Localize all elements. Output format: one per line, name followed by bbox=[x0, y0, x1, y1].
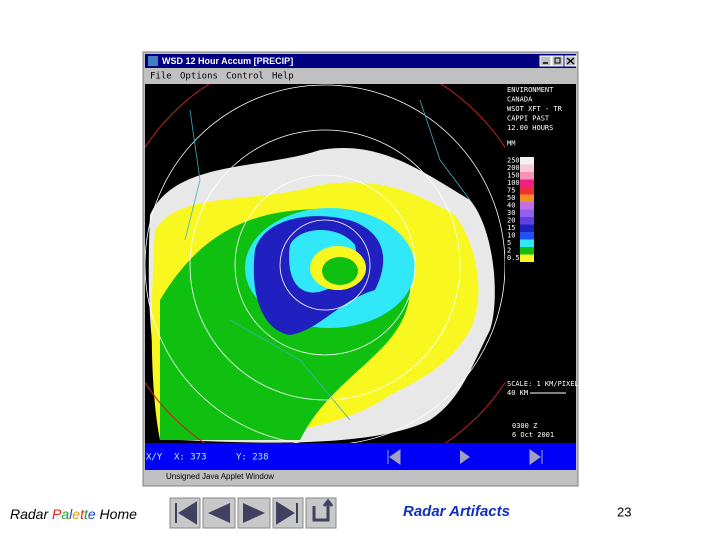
home-link-part: P bbox=[52, 506, 62, 522]
page-number: 23 bbox=[617, 504, 631, 519]
legend-label: 15 bbox=[507, 224, 515, 232]
menu-bar: File Options Control Help bbox=[150, 72, 294, 82]
legend-label: 10 bbox=[507, 232, 515, 240]
return-button[interactable] bbox=[305, 497, 337, 529]
panel-text: ENVIRONMENT bbox=[507, 86, 554, 94]
legend-label: 2 bbox=[507, 247, 511, 255]
legend-label: 50 bbox=[507, 194, 515, 202]
legend-label: 5 bbox=[507, 239, 511, 247]
legend-label: 0.5 bbox=[507, 254, 520, 262]
menu-item: Help bbox=[272, 72, 294, 82]
window-title: WSD 12 Hour Accum [PRECIP] bbox=[162, 56, 293, 66]
panel-text: CAPPI PAST bbox=[507, 115, 550, 123]
legend-label: 75 bbox=[507, 187, 515, 195]
legend-label: 100 bbox=[507, 179, 520, 187]
legend-swatch bbox=[520, 254, 534, 262]
time-text: 0300 Z bbox=[512, 422, 537, 430]
minimize[interactable] bbox=[539, 55, 552, 67]
legend-label: 40 bbox=[507, 202, 515, 210]
status-fields: X/Y X: 373 Y: 238 bbox=[146, 453, 269, 463]
home-link-part: t bbox=[84, 506, 89, 522]
time-text: 6 Oct 2001 bbox=[512, 431, 554, 439]
legend-swatch bbox=[520, 209, 534, 217]
window-buttons[interactable] bbox=[539, 55, 577, 67]
step-back[interactable] bbox=[387, 449, 401, 465]
status-field: X: 373 bbox=[174, 453, 207, 463]
legend-label: 30 bbox=[507, 209, 515, 217]
home-link-part: a bbox=[61, 506, 69, 522]
playback-buttons[interactable] bbox=[387, 449, 543, 465]
legend-label: 20 bbox=[507, 217, 515, 225]
menu-item: Control bbox=[226, 72, 264, 82]
status-field: X/Y bbox=[146, 453, 163, 463]
home-link-part: e bbox=[88, 506, 96, 522]
legend-swatch bbox=[520, 247, 534, 255]
legend-swatch bbox=[520, 157, 534, 165]
legend-swatch bbox=[520, 179, 534, 187]
artifacts-link[interactable]: Radar Artifacts bbox=[403, 503, 510, 520]
status-field: Y: 238 bbox=[236, 453, 269, 463]
maximize[interactable] bbox=[551, 55, 564, 67]
legend-swatch bbox=[520, 239, 534, 247]
legend-swatch bbox=[520, 224, 534, 232]
menu-item: File bbox=[150, 72, 172, 82]
scale-text: 40 KM bbox=[507, 389, 528, 397]
legend-label: 200 bbox=[507, 164, 520, 172]
legend-swatch bbox=[520, 202, 534, 210]
title-bar bbox=[145, 54, 576, 68]
panel-text: CANADA bbox=[507, 96, 533, 104]
scale-text: SCALE: 1 KM/PIXEL bbox=[507, 380, 579, 388]
menu-item: Options bbox=[180, 72, 218, 82]
home-link-part: l bbox=[69, 506, 73, 522]
home-link-part: Home bbox=[96, 506, 137, 522]
radar-image bbox=[145, 84, 505, 443]
home-link[interactable]: Radar Palette Home bbox=[10, 506, 137, 522]
home-link-part: t bbox=[80, 506, 85, 522]
applet-note: Unsigned Java Applet Window bbox=[166, 472, 274, 481]
play[interactable] bbox=[460, 450, 470, 464]
panel-text: MM bbox=[507, 140, 515, 148]
legend-swatch bbox=[520, 187, 534, 195]
nav-buttons[interactable] bbox=[169, 497, 337, 529]
panel-text: WSOT XFT - TR bbox=[507, 105, 563, 113]
panel-text: 12.00 HOURS bbox=[507, 124, 553, 132]
home-link-part: Radar bbox=[10, 506, 52, 522]
legend-swatch bbox=[520, 172, 534, 180]
app-icon bbox=[148, 56, 158, 66]
home-link-part: e bbox=[72, 506, 80, 522]
legend-swatch bbox=[520, 194, 534, 202]
legend-label: 150 bbox=[507, 172, 520, 180]
step-forward[interactable] bbox=[529, 449, 543, 465]
legend-label: 250 bbox=[507, 157, 520, 165]
legend-swatch bbox=[520, 217, 534, 225]
legend-swatch bbox=[520, 232, 534, 240]
status-bar bbox=[145, 443, 576, 470]
legend-swatch bbox=[520, 164, 534, 172]
